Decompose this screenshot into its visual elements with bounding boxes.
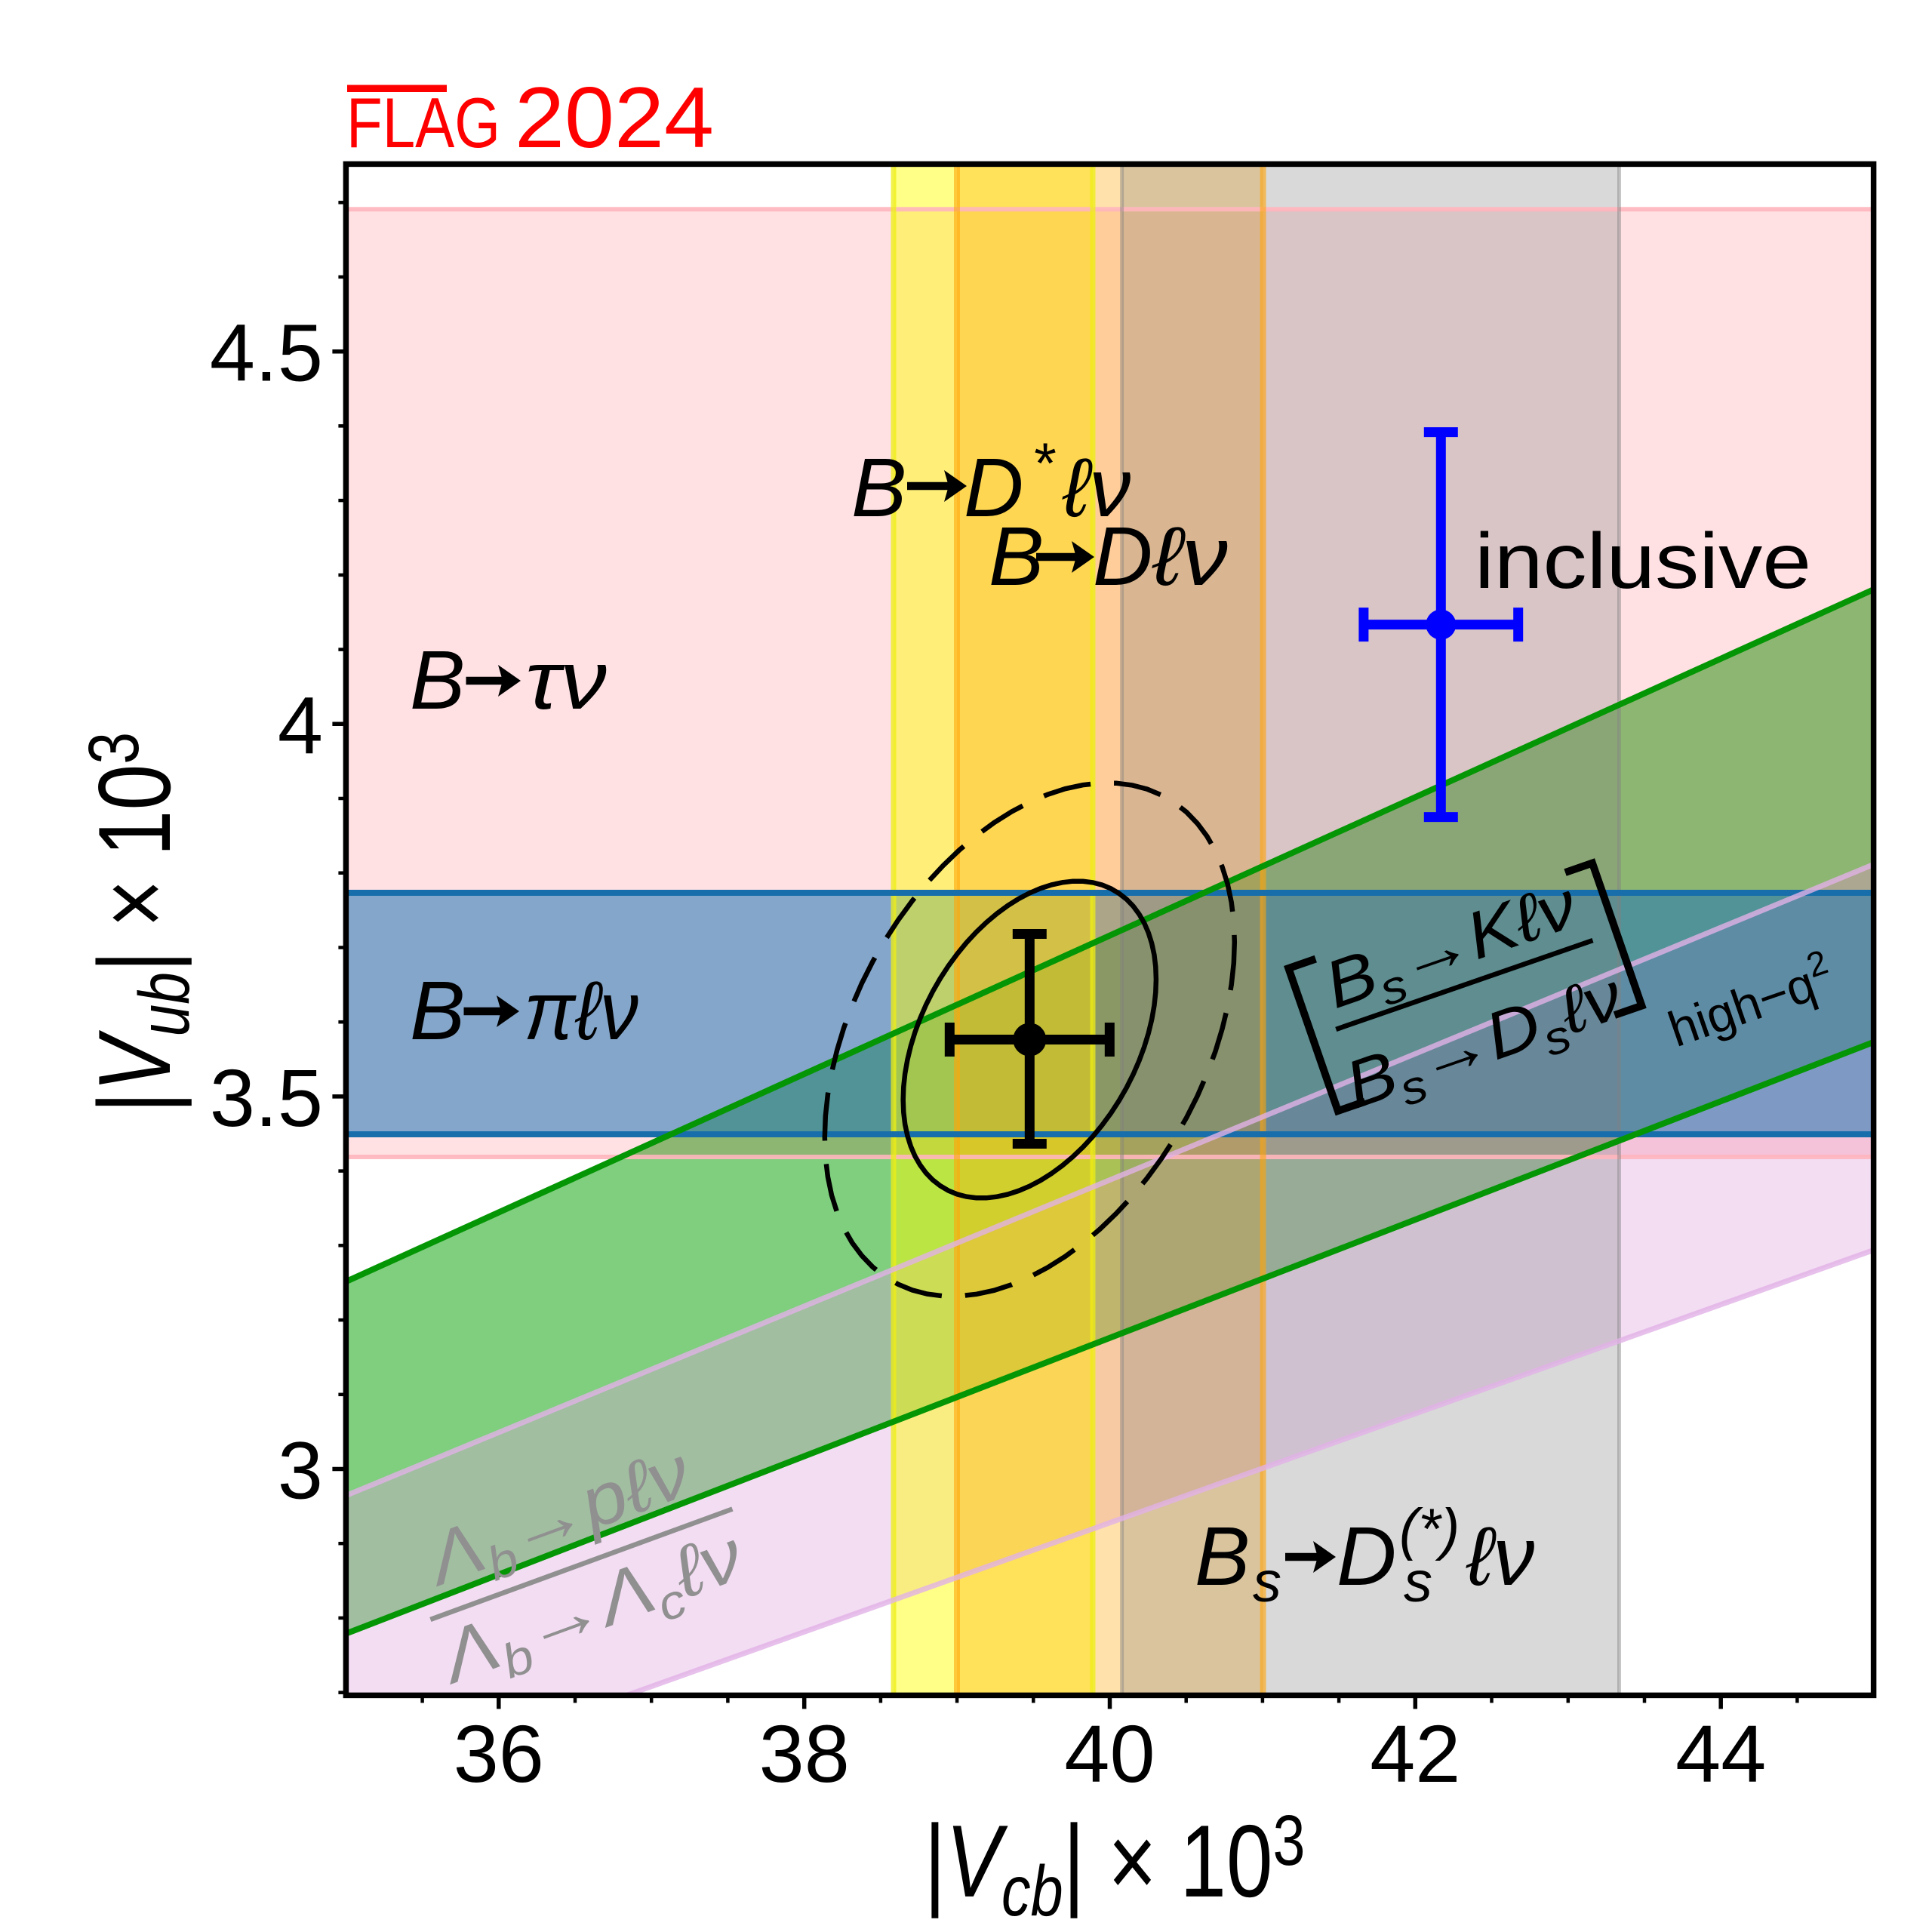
svg-text:B: B <box>989 510 1044 603</box>
svg-text:τν: τν <box>525 634 607 727</box>
svg-text:2024: 2024 <box>515 70 714 166</box>
svg-text:|Vub| × 103: |Vub| × 103 <box>74 732 205 1113</box>
svg-text:40: 40 <box>1064 1708 1155 1799</box>
svg-text:ℓν: ℓν <box>1152 510 1228 603</box>
svg-text:D: D <box>964 441 1023 534</box>
svg-text:*: * <box>1032 432 1056 496</box>
svg-text:πℓν: πℓν <box>524 964 638 1057</box>
svg-text:44: 44 <box>1675 1708 1766 1799</box>
svg-text:B: B <box>851 441 906 534</box>
svg-text:38: 38 <box>759 1708 850 1799</box>
svg-text:ℓν: ℓν <box>1466 1510 1535 1603</box>
svg-text:(*): (*) <box>1399 1497 1460 1561</box>
svg-text:|Vcb| × 103: |Vcb| × 103 <box>924 1801 1306 1931</box>
svg-text:42: 42 <box>1370 1708 1460 1799</box>
svg-text:B: B <box>1195 1510 1250 1603</box>
svg-text:3: 3 <box>278 1425 323 1516</box>
svg-text:D: D <box>1093 510 1152 603</box>
svg-text:4: 4 <box>278 679 323 771</box>
svg-text:s: s <box>1253 1550 1281 1614</box>
svg-text:4.5: 4.5 <box>210 307 323 398</box>
svg-text:ℓν: ℓν <box>1062 441 1131 534</box>
svg-text:D: D <box>1337 1510 1396 1603</box>
svg-text:B: B <box>410 634 465 727</box>
svg-text:s: s <box>1404 1550 1432 1614</box>
svg-text:B: B <box>410 964 465 1057</box>
svg-text:3.5: 3.5 <box>210 1052 323 1143</box>
svg-text:inclusive: inclusive <box>1475 518 1811 605</box>
svg-text:FLAG: FLAG <box>346 83 500 162</box>
svg-text:36: 36 <box>454 1708 544 1799</box>
